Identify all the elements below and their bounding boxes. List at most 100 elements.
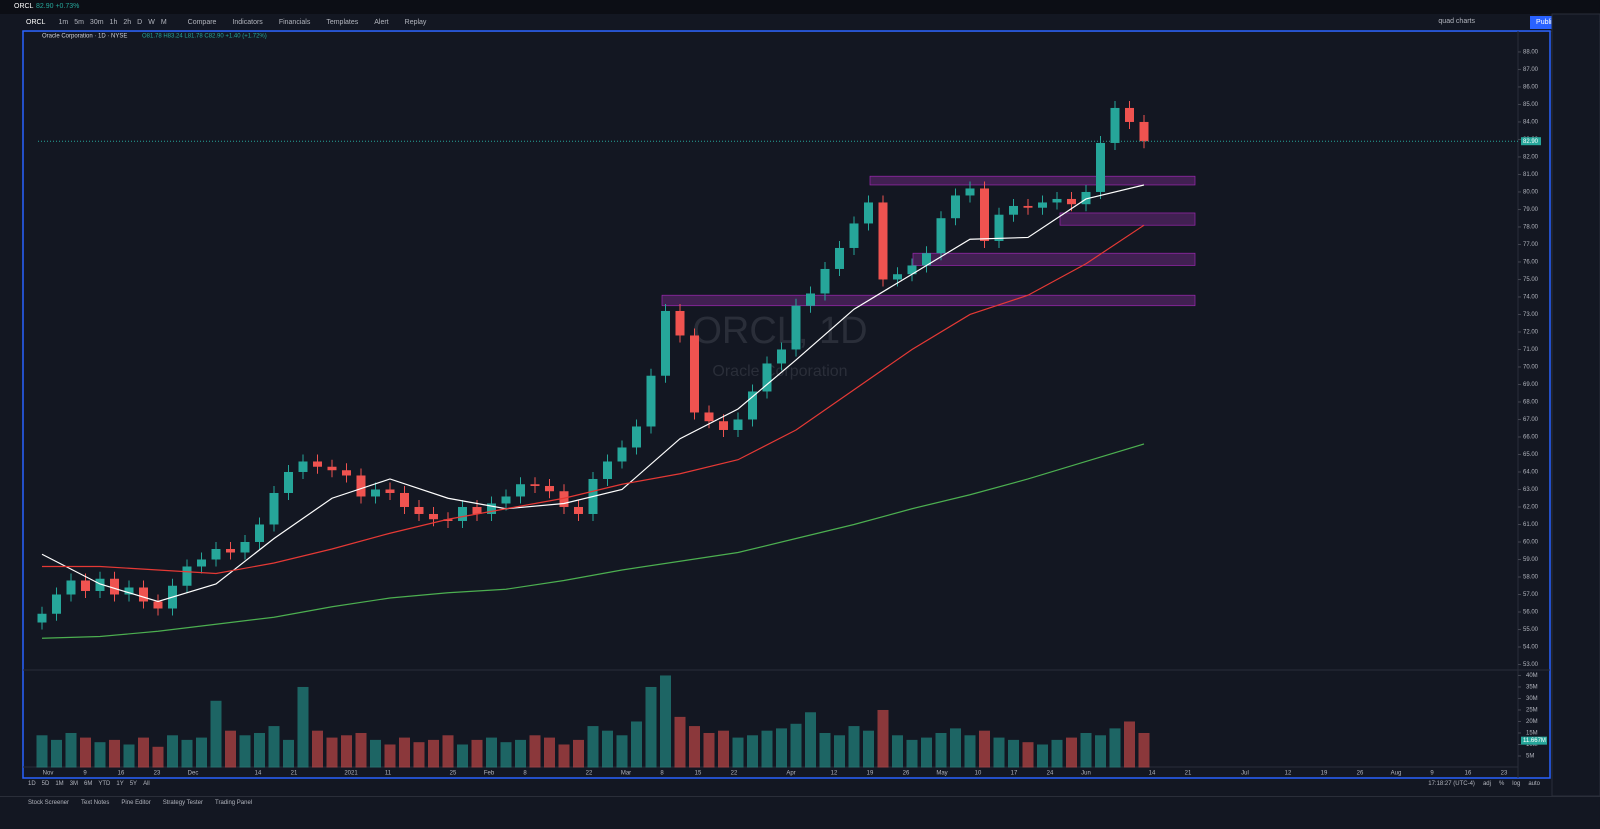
candle-body (965, 188, 975, 196)
y-tick-label: 58.00 (1523, 575, 1539, 581)
x-tick-label: 15 (695, 771, 702, 777)
x-tick-label: 12 (831, 771, 838, 777)
ohlc-legend: O81.78 H83.24 L81.78 C82.90 +1.40 (+1.72… (142, 34, 267, 40)
y-tick-label: 59.00 (1523, 557, 1539, 563)
range-button[interactable]: All (143, 781, 150, 787)
volume-bar (979, 730, 990, 768)
x-tick-label: 24 (1047, 771, 1054, 777)
interval[interactable]: 2h (123, 19, 132, 26)
volume-bar (152, 746, 164, 768)
x-tick-label: 19 (867, 771, 874, 777)
toolbar-button[interactable]: Replay (404, 19, 427, 26)
candle-body (661, 310, 670, 376)
last-price-label: 82.90 (1523, 139, 1539, 145)
candle-body (429, 513, 438, 520)
y-tick-label: 87.00 (1523, 67, 1539, 73)
volume-bar (747, 735, 758, 768)
volume-bar (616, 735, 628, 768)
interval[interactable]: D (137, 19, 143, 26)
toolbar-button[interactable]: Compare (187, 19, 217, 26)
candle-body (501, 496, 511, 504)
tab-symbol[interactable]: ORCL (14, 3, 34, 10)
volume-bar (645, 686, 657, 768)
volume-bar (297, 686, 309, 768)
x-tick-label: 21 (1185, 771, 1192, 777)
y-tick-label: 65.00 (1523, 452, 1539, 458)
y-tick-label: 81.00 (1523, 172, 1539, 178)
range-button[interactable]: YTD (98, 781, 111, 787)
toolbar-button[interactable]: Financials (278, 19, 311, 26)
x-tick-label: Feb (484, 771, 495, 777)
candle-body (400, 492, 409, 507)
x-tick-label: 12 (1285, 771, 1292, 777)
volume-bar (428, 739, 439, 768)
candle-body (472, 506, 482, 514)
range-button[interactable]: 5Y (129, 781, 138, 787)
y-tick-label: 78.00 (1523, 225, 1539, 231)
axis-option[interactable]: log (1512, 781, 1521, 787)
volume-tick-label: 10M (1526, 742, 1538, 748)
bottom-tab[interactable]: Pine Editor (121, 800, 151, 806)
interval[interactable]: 30m (89, 19, 104, 26)
candle-body (66, 580, 76, 595)
toolbar-button[interactable]: Alert (374, 19, 389, 26)
interval[interactable]: 1m (58, 19, 69, 26)
volume-bar (123, 744, 135, 768)
moving-average (41, 184, 1145, 603)
volume-bar (819, 732, 831, 768)
x-tick-label: 19 (1321, 771, 1328, 777)
range-button[interactable]: 1Y (116, 781, 124, 787)
range-button[interactable]: 1D (28, 781, 36, 787)
x-tick-label: 22 (731, 771, 738, 777)
interval[interactable]: 5m (74, 19, 84, 26)
candle-body (1038, 202, 1047, 208)
interval[interactable]: M (160, 19, 167, 26)
axis-option[interactable]: auto (1528, 781, 1540, 787)
range-button[interactable]: 6M (84, 781, 93, 787)
x-tick-label: 25 (450, 771, 457, 777)
candle-body (342, 470, 351, 476)
bottom-tab[interactable]: Text Notes (81, 800, 110, 806)
candle-body (1139, 121, 1149, 142)
volume-bar (935, 732, 947, 768)
interval[interactable]: 1h (109, 19, 118, 26)
volume-bar (761, 730, 773, 768)
range-button[interactable]: 5D (41, 781, 50, 787)
volume-bar (312, 730, 323, 768)
layout-name[interactable]: quad charts (1438, 18, 1475, 25)
x-tick-label: Nov (43, 771, 54, 777)
volume-bar (239, 735, 251, 768)
zone (869, 175, 1196, 186)
x-tick-label: Apr (786, 771, 795, 777)
x-tick-label: 10 (975, 771, 982, 777)
range-button[interactable]: 1M (55, 781, 64, 787)
y-tick-label: 85.00 (1523, 102, 1539, 108)
tab-bar: ORCL 82.90 +0.73% (0, 0, 1600, 14)
interval[interactable]: W (148, 19, 155, 26)
candle-body (327, 466, 337, 471)
candle-body (255, 524, 264, 542)
axis-option[interactable]: adj (1482, 781, 1491, 787)
toolbar-button[interactable]: Templates (326, 19, 359, 26)
bottom-tab[interactable]: Trading Panel (215, 800, 253, 806)
axis-option[interactable]: % (1498, 781, 1505, 787)
bottom-tab[interactable]: Stock Screener (28, 800, 70, 806)
candle-body (1125, 107, 1134, 122)
symbol-search[interactable]: ORCL (26, 19, 46, 26)
candle-body (1052, 198, 1062, 203)
volume-bar (573, 739, 584, 768)
volume-bar (544, 737, 555, 768)
candle-body (936, 218, 946, 254)
volume-bar (181, 739, 193, 768)
volume-bar (225, 730, 236, 768)
toolbar-button[interactable]: Indicators (232, 19, 263, 26)
volume-bar (805, 712, 816, 768)
candle-body (110, 578, 119, 595)
x-tick-label: 8 (660, 771, 664, 777)
range-button[interactable]: 3M (69, 781, 79, 787)
bottom-tab[interactable]: Strategy Tester (162, 800, 203, 806)
x-tick-label: 23 (1501, 771, 1508, 777)
x-tick-label: 17 (1011, 771, 1018, 777)
